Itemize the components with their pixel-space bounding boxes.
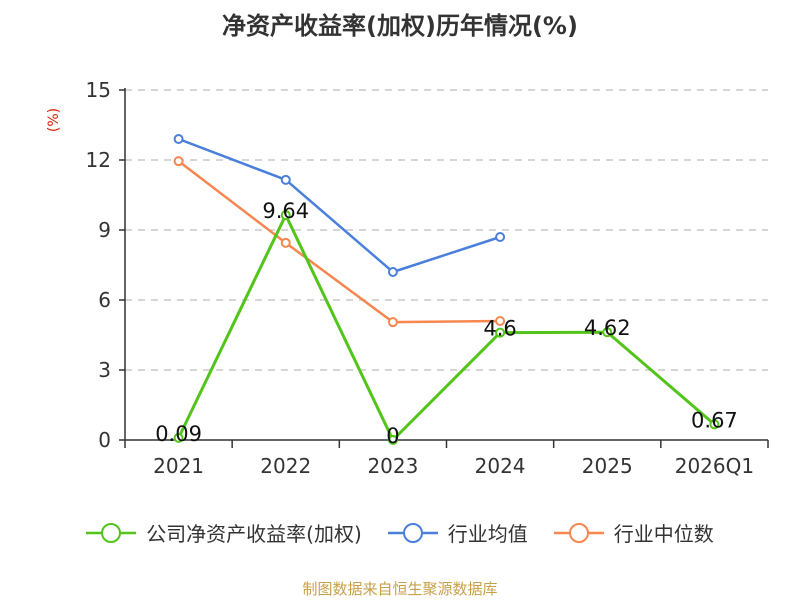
data-source-footer: 制图数据来自恒生聚源数据库 [302, 580, 498, 598]
legend-line-circle-icon [553, 522, 604, 543]
data-label: 9.64 [262, 199, 309, 223]
x-tick-label: 2023 [367, 454, 418, 478]
legend-item-industry-median[interactable]: 行业中位数 [553, 518, 714, 547]
series-line [177, 160, 501, 324]
data-point [280, 210, 291, 221]
legend: 公司净资产收益率(加权) 行业均值 行业中位数 [0, 518, 800, 547]
y-tick-label: 15 [86, 78, 111, 102]
x-tick-label: 2024 [475, 454, 526, 478]
data-label: 0.09 [155, 422, 202, 446]
data-point [495, 232, 506, 242]
series-line [177, 213, 716, 442]
data-point [387, 267, 398, 277]
data-point [173, 156, 184, 167]
y-tick-label: 6 [98, 288, 111, 312]
legend-label: 行业中位数 [613, 522, 714, 546]
series-line [178, 137, 501, 274]
data-point [173, 134, 184, 144]
data-point [387, 317, 398, 328]
legend-line-circle-icon [387, 522, 438, 543]
x-tick-label: 2026Q1 [675, 454, 754, 478]
data-point [495, 316, 506, 326]
data-point [280, 237, 291, 248]
data-label: 0 [386, 424, 399, 448]
data-point [280, 174, 291, 185]
data-point [173, 432, 184, 443]
legend-item-company-roe[interactable]: 公司净资产收益率(加权) [86, 518, 362, 547]
legend-label: 行业均值 [447, 522, 528, 546]
data-point [709, 419, 720, 430]
data-point [495, 327, 506, 338]
x-tick-label: 2025 [582, 454, 633, 478]
y-tick-label: 3 [98, 358, 111, 382]
y-tick-label: 9 [98, 218, 111, 242]
data-point [387, 435, 398, 445]
legend-line-circle-icon [86, 522, 137, 543]
chart-title: 净资产收益率(加权)历年情况(%) [222, 12, 578, 40]
legend-label: 公司净资产收益率(加权) [146, 522, 362, 546]
data-label: 4.6 [483, 317, 516, 341]
data-point [602, 327, 613, 338]
data-label: 4.62 [584, 316, 631, 340]
data-label: 0.67 [691, 408, 738, 432]
y-tick-label: 12 [86, 148, 111, 172]
x-tick-label: 2021 [153, 454, 204, 478]
y-tick-label: 0 [98, 428, 111, 452]
x-tick-label: 2022 [260, 454, 311, 478]
legend-item-industry-mean[interactable]: 行业均值 [387, 518, 528, 547]
